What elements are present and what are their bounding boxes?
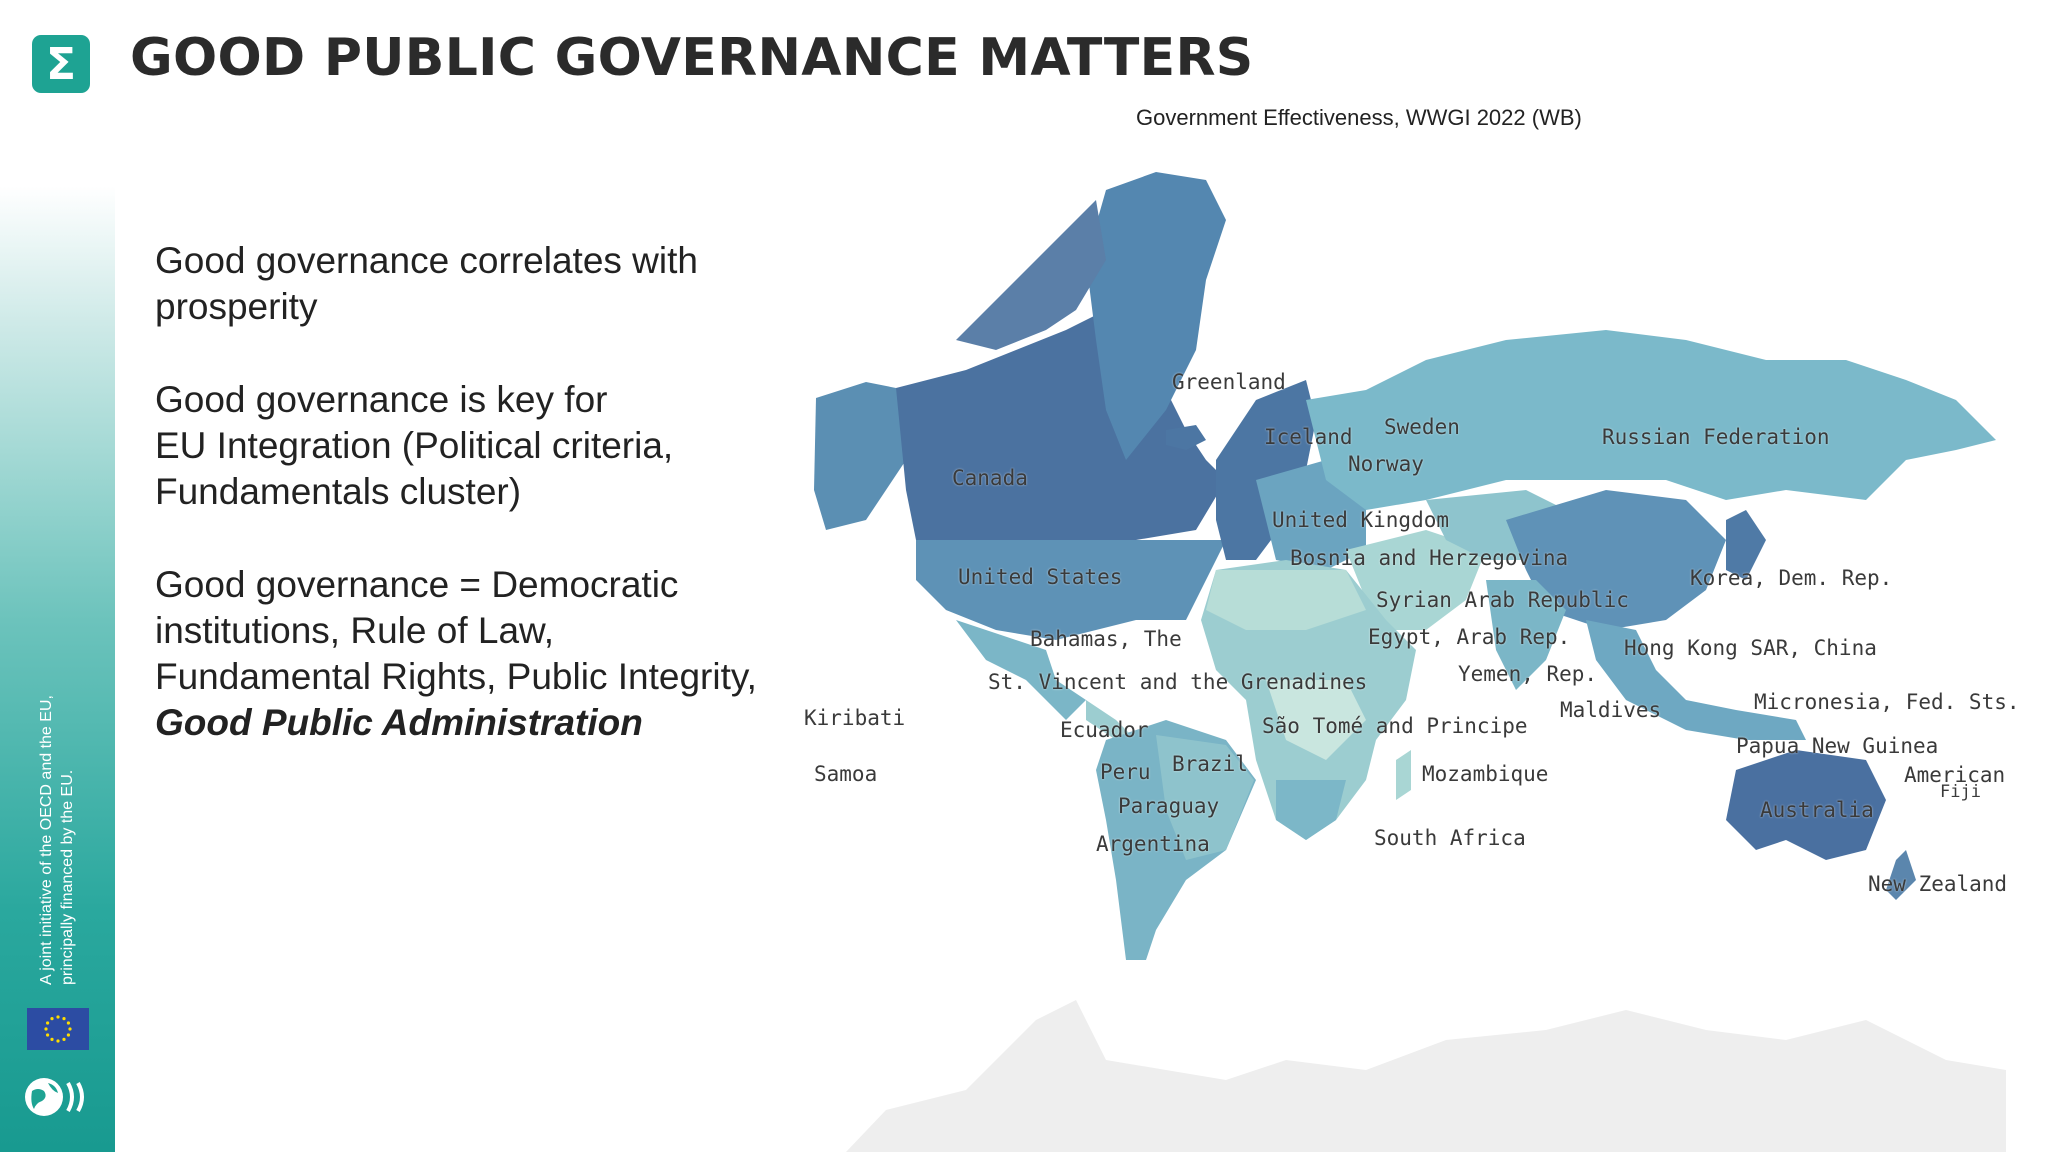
- map-label-egypt: Egypt, Arab Rep.: [1368, 625, 1571, 649]
- region-europe: [1216, 380, 1316, 560]
- map-label-us: United States: [958, 565, 1123, 589]
- map-label-korea: Korea, Dem. Rep.: [1690, 566, 1893, 590]
- map-label-peru: Peru: [1100, 760, 1151, 784]
- map-label-american: American: [1904, 763, 2006, 787]
- map-label-brazil: Brazil: [1172, 752, 1248, 776]
- map-label-png: Papua New Guinea: [1736, 734, 1939, 758]
- map-label-canada: Canada: [952, 466, 1028, 490]
- map-label-southafrica: South Africa: [1374, 826, 1526, 850]
- map-label-micronesia: Micronesia, Fed. Sts.: [1754, 690, 2020, 714]
- left-sidebar-band: [0, 186, 115, 1152]
- bullet-list: Good governance correlates with prosperi…: [155, 238, 765, 793]
- bullet-prosperity: Good governance correlates with prosperi…: [155, 240, 698, 327]
- map-label-yemen: Yemen, Rep.: [1458, 662, 1598, 686]
- map-label-ecuador: Ecuador: [1060, 718, 1149, 742]
- map-label-kiribati: Kiribati: [804, 706, 906, 730]
- region-southern-africa: [1276, 780, 1346, 840]
- region-greenland: [1086, 172, 1226, 460]
- region-arctic-islands: [956, 200, 1106, 350]
- oecd-eu-disclaimer: A joint initiative of the OECD and the E…: [38, 695, 76, 985]
- region-iceland: [1166, 425, 1206, 450]
- region-china: [1506, 490, 1726, 630]
- map-label-stvincent: St. Vincent and the Grenadines: [988, 670, 1368, 694]
- region-brazil: [1156, 735, 1254, 860]
- map-label-saotome: São Tomé and Principe: [1262, 714, 1528, 738]
- bullet-eu-integration-line1: Good governance is key for: [155, 379, 608, 420]
- world-map: [806, 160, 2006, 1152]
- map-label-maldives: Maldives: [1560, 698, 1662, 722]
- bullet-definition-text: Good governance = Democratic institution…: [155, 564, 757, 697]
- region-africa-central: [1266, 680, 1366, 760]
- region-japan: [1726, 510, 1766, 580]
- map-label-paraguay: Paraguay: [1118, 794, 1220, 818]
- region-madagascar: [1396, 750, 1411, 800]
- region-australia: [1726, 750, 1886, 860]
- page-title: GOOD PUBLIC GOVERNANCE MATTERS: [130, 28, 1254, 88]
- map-label-bahamas: Bahamas, The: [1030, 627, 1182, 651]
- region-southeast-asia: [1586, 620, 1806, 740]
- map-label-bosnia: Bosnia and Herzegovina: [1290, 546, 1569, 570]
- bullet-definition: Good governance = Democratic institution…: [155, 562, 765, 746]
- map-label-norway: Norway: [1348, 452, 1424, 476]
- map-label-fiji: Fiji: [1940, 782, 1981, 802]
- region-new-zealand: [1886, 850, 1916, 900]
- map-label-russia: Russian Federation: [1602, 425, 1830, 449]
- antarctica: [846, 1000, 2006, 1152]
- sigma-logo-icon: Σ: [32, 35, 90, 93]
- region-canada: [896, 310, 1226, 540]
- map-caption: Government Effectiveness, WWGI 2022 (WB): [1136, 105, 1582, 130]
- map-label-argentina: Argentina: [1096, 832, 1210, 856]
- region-alaska: [814, 382, 906, 530]
- region-central-america: [1086, 700, 1136, 740]
- eu-flag-icon: [27, 1008, 89, 1050]
- bullet-eu-integration: Good governance is key for EU Integratio…: [155, 377, 765, 515]
- map-label-iceland: Iceland: [1264, 425, 1353, 449]
- bullet-eu-integration-rest: EU Integration (Political criteria, Fund…: [155, 425, 674, 512]
- region-mexico: [956, 620, 1086, 720]
- map-label-uk: United Kingdom: [1272, 508, 1450, 532]
- map-label-mozambique: Mozambique: [1422, 762, 1549, 786]
- oecd-logo-icon: [24, 1075, 92, 1119]
- region-russia: [1306, 330, 1996, 510]
- map-label-australia: Australia: [1760, 798, 1874, 822]
- region-india: [1486, 580, 1566, 690]
- map-label-samoa: Samoa: [814, 762, 878, 786]
- region-usa: [916, 540, 1226, 640]
- map-label-syria: Syrian Arab Republic: [1376, 588, 1629, 612]
- map-label-sweden: Sweden: [1384, 415, 1460, 439]
- region-africa-north: [1206, 570, 1366, 630]
- map-label-hongkong: Hong Kong SAR, China: [1624, 636, 1877, 660]
- map-label-newzealand: New Zealand: [1868, 872, 2008, 896]
- region-middle-east: [1346, 530, 1486, 630]
- bullet-definition-emphasis: Good Public Administration: [155, 702, 643, 743]
- map-label-greenland: Greenland: [1172, 370, 1286, 394]
